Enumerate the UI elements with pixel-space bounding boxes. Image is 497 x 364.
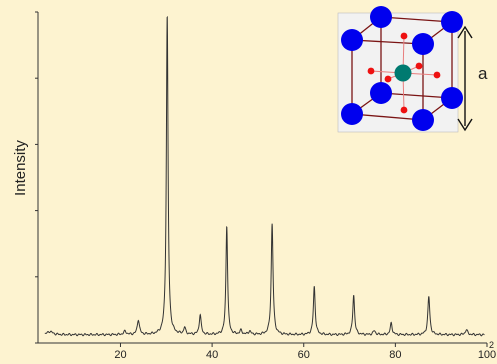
center-atom [394, 64, 412, 82]
x-tick-label: 100 [478, 349, 496, 361]
x-axis-title: 2 [489, 340, 494, 350]
corner-atom [370, 6, 392, 28]
unit-cell-inset: a [337, 6, 488, 133]
cell-edge [351, 113, 424, 121]
diffraction-pattern-line [44, 15, 485, 337]
x-tick-label: 80 [389, 349, 401, 361]
face-atom [400, 106, 408, 114]
corner-atom [341, 29, 363, 51]
corner-atom [412, 109, 434, 131]
lattice-parameter-arrow [457, 25, 473, 132]
face-atom [384, 75, 392, 83]
cell-edge [380, 16, 453, 23]
face-atom [400, 32, 408, 40]
corner-atom [441, 87, 463, 109]
face-atom [433, 71, 441, 79]
corner-atom [370, 82, 392, 104]
lattice-parameter-label: a [478, 64, 488, 83]
x-tick-label: 60 [298, 349, 310, 361]
cell-edge [380, 92, 453, 99]
unit-cell-atoms [341, 6, 463, 131]
cell-edge [351, 39, 424, 45]
x-axis-ticks: 20 40 60 80 100 [114, 343, 496, 361]
face-atom [367, 67, 375, 75]
corner-atom [341, 103, 363, 125]
corner-atom [412, 33, 434, 55]
x-tick-label: 20 [114, 349, 126, 361]
face-atom [415, 62, 423, 70]
y-axis-title: Intensity [12, 140, 29, 196]
plot-axes [35, 11, 487, 344]
corner-atom [441, 11, 463, 33]
x-tick-label: 40 [206, 349, 218, 361]
